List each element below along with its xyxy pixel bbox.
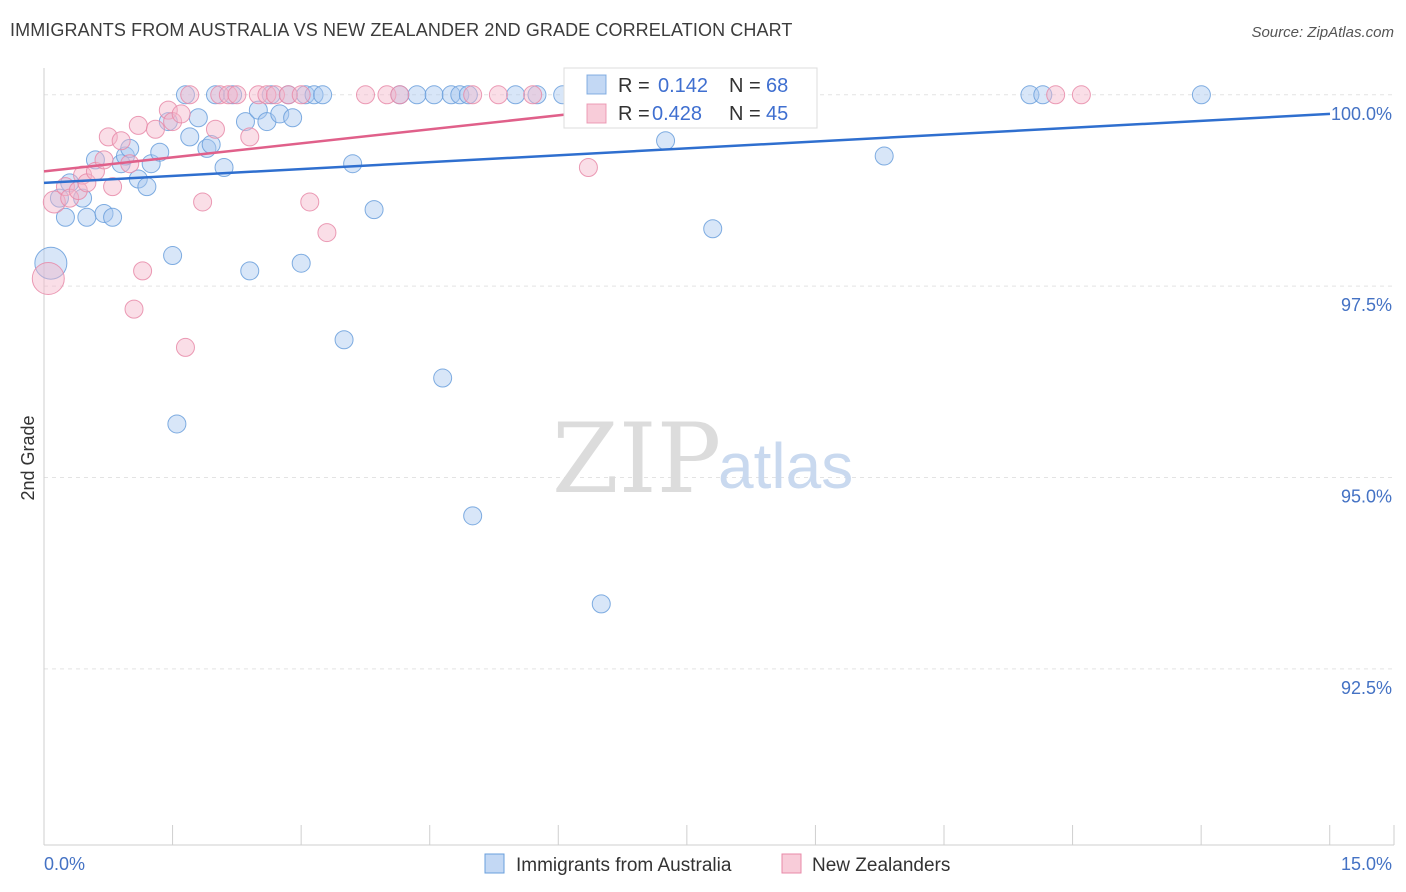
australia-point: [240, 261, 260, 281]
bottom-legend-label-new-zealanders: New Zealanders: [812, 855, 950, 876]
new-zealander-point: [180, 85, 200, 105]
legend-swatch-pink: [586, 103, 607, 124]
australia-point: [175, 85, 195, 105]
new-zealander-point: [578, 158, 598, 178]
australia-point: [103, 207, 123, 227]
watermark-atlas: atlas: [718, 430, 853, 502]
australia-point: [703, 219, 723, 239]
australia-point: [1191, 85, 1211, 105]
australia-point: [506, 85, 526, 105]
legend-swatch-blue: [586, 74, 607, 95]
new-zealander-point: [291, 85, 311, 105]
new-zealander-point: [488, 85, 508, 105]
new-zealander-point: [1046, 85, 1066, 105]
x-tick-label-0: 0.0%: [44, 854, 85, 874]
legend-n-label: N =: [729, 103, 761, 125]
new-zealander-point: [98, 127, 118, 147]
new-zealander-point: [463, 85, 483, 105]
new-zealander-point: [193, 192, 213, 212]
australia-point: [656, 131, 676, 151]
x-tick-label-1: 15.0%: [1341, 854, 1392, 874]
new-zealander-point: [227, 85, 247, 105]
australia-point: [55, 207, 75, 227]
australia-point: [313, 85, 333, 105]
y-tick-label: 92.5%: [1341, 678, 1392, 698]
legend-n-value: 68: [766, 75, 788, 97]
australia-point: [364, 200, 384, 220]
new-zealander-point: [175, 337, 195, 357]
australia-point: [235, 112, 255, 132]
australia-point: [283, 108, 303, 128]
y-tick-label: 97.5%: [1341, 295, 1392, 315]
new-zealander-point: [523, 85, 543, 105]
series-immigrants-from-australia: [34, 85, 1211, 614]
australia-point: [591, 594, 611, 614]
australia-point: [137, 177, 157, 197]
legend-r-label: R =: [618, 75, 650, 97]
source-label: Source: ZipAtlas.com: [1251, 24, 1394, 41]
australia-point: [458, 85, 478, 105]
new-zealander-point: [356, 85, 375, 105]
new-zealander-point: [205, 119, 225, 139]
legend-n-value: 45: [766, 103, 788, 125]
australia-point: [163, 246, 183, 266]
bottom-legend-label-australia: Immigrants from Australia: [516, 855, 732, 876]
legend-n-label: N =: [729, 75, 761, 97]
new-zealander-point: [133, 261, 153, 281]
australia-point: [291, 253, 311, 273]
new-zealander-point: [145, 119, 165, 139]
y-axis-label: 2nd Grade: [18, 415, 38, 500]
series-new-zealanders: [31, 85, 1091, 357]
australia-point: [424, 85, 444, 105]
australia-point: [49, 188, 69, 208]
gridlines: [44, 94, 1394, 670]
australia-point: [433, 368, 453, 388]
y-tick-label: 95.0%: [1341, 487, 1392, 507]
legend-r-value: 0.142: [658, 75, 708, 97]
y-tick-label: 100.0%: [1331, 104, 1392, 124]
y-tick-labels: 100.0% 97.5% 95.0% 92.5%: [1331, 104, 1392, 698]
bottom-legend: Immigrants from Australia New Zealanders: [484, 853, 950, 876]
watermark-zip: ZIP: [552, 403, 721, 515]
new-zealander-point: [42, 190, 66, 214]
new-zealander-point: [317, 223, 337, 243]
new-zealander-point: [171, 104, 191, 124]
australia-point: [343, 154, 363, 174]
new-zealander-point: [1071, 85, 1091, 105]
new-zealander-point: [390, 85, 410, 105]
x-ticks: [43, 825, 1395, 845]
new-zealander-point: [300, 192, 320, 212]
australia-point: [527, 85, 547, 105]
new-zealander-point: [128, 115, 148, 135]
chart-title: IMMIGRANTS FROM AUSTRALIA VS NEW ZEALAND…: [10, 20, 793, 40]
australia-point: [180, 127, 200, 147]
legend-r-label: R =: [618, 103, 650, 125]
new-zealander-point: [124, 299, 144, 319]
australia-point: [407, 85, 427, 105]
new-zealander-point: [111, 131, 131, 151]
australia-point: [334, 330, 354, 350]
australia-trend-line: [43, 112, 1331, 185]
stats-legend: R = 0.142 N = 68 R = 0.428 N = 45: [563, 67, 818, 129]
new-zealander-point: [103, 177, 123, 197]
watermark: ZIP atlas: [552, 403, 853, 515]
australia-point: [167, 414, 187, 434]
australia-point: [188, 108, 208, 128]
new-zealander-point: [158, 100, 178, 120]
australia-point: [874, 146, 894, 166]
new-zealander-point: [31, 262, 65, 296]
new-zealander-point: [240, 127, 260, 147]
australia-point: [77, 207, 97, 227]
bottom-legend-swatch-blue: [484, 853, 505, 874]
australia-point: [150, 142, 170, 162]
australia-point: [463, 506, 483, 526]
legend-r-value: 0.428: [652, 103, 702, 125]
australia-point: [270, 104, 290, 124]
bottom-legend-swatch-pink: [781, 853, 802, 874]
